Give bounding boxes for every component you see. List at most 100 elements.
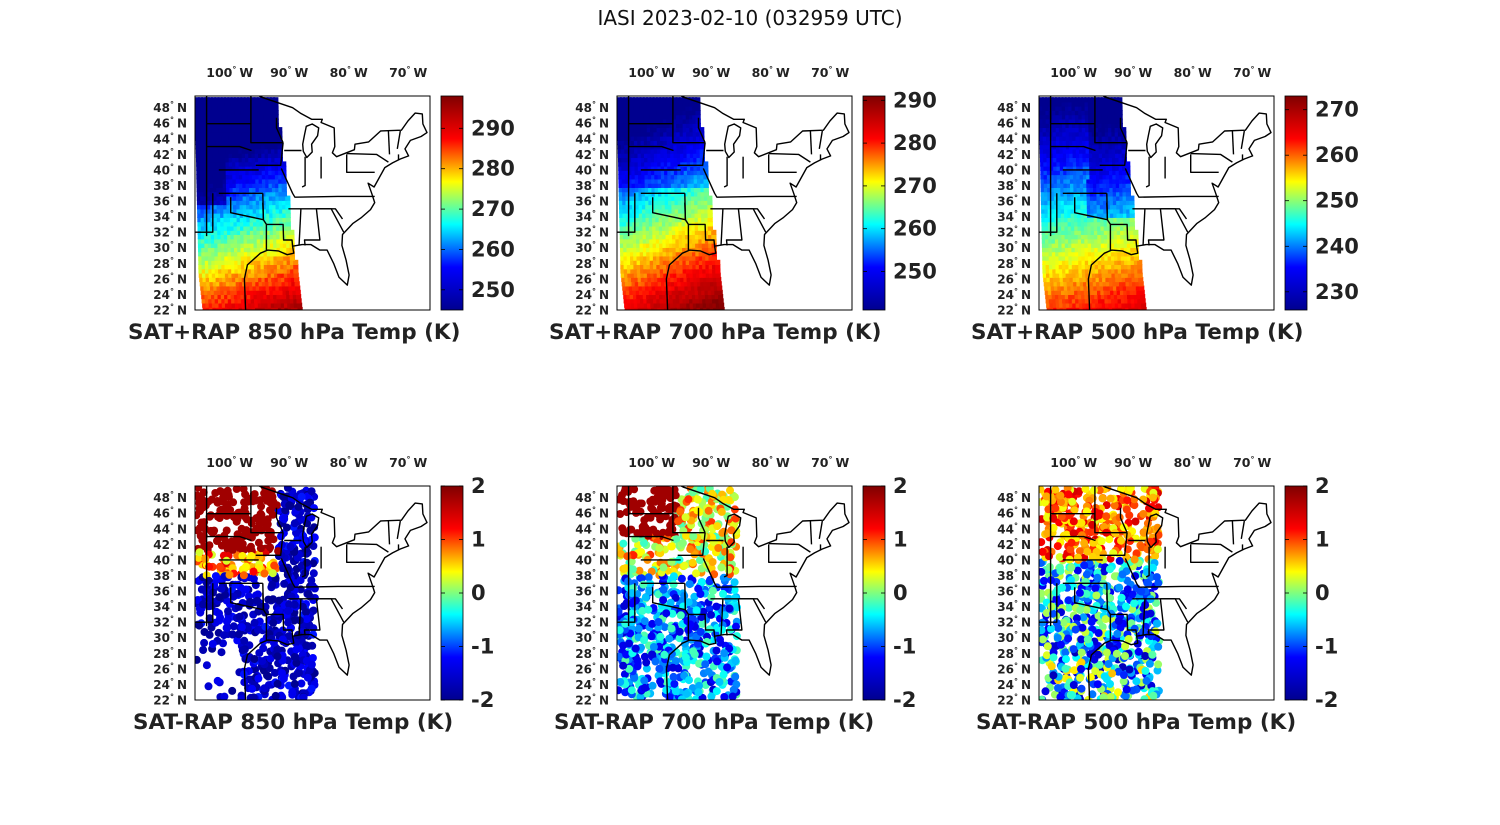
data-cell <box>225 165 231 171</box>
data-cell <box>1137 302 1143 308</box>
data-cell <box>649 247 655 253</box>
data-cell <box>255 204 262 210</box>
data-cell <box>214 118 220 124</box>
data-cell <box>1104 101 1110 107</box>
data-cell <box>1107 118 1113 124</box>
data-cell <box>1055 251 1061 257</box>
data-cell <box>648 204 654 210</box>
data-cell <box>1058 101 1064 107</box>
data-cell <box>643 272 649 278</box>
data-cell <box>689 127 695 133</box>
data-cell <box>1063 178 1069 184</box>
data-cell <box>672 234 678 240</box>
data-cell <box>204 242 210 248</box>
data-cell <box>201 114 207 120</box>
data-cell <box>640 152 646 158</box>
data-cell <box>270 127 276 133</box>
data-cell <box>1047 285 1053 291</box>
data-cell <box>640 157 647 163</box>
data-cell <box>1060 204 1066 210</box>
data-cell <box>1052 140 1058 146</box>
data-cell <box>1049 161 1056 167</box>
data-cell <box>1048 255 1054 261</box>
data-cell <box>1121 127 1127 133</box>
data-cell <box>211 247 217 253</box>
data-cell <box>1050 165 1056 171</box>
data-cell <box>232 182 238 188</box>
data-cell <box>623 268 629 274</box>
data-cell <box>227 264 233 270</box>
data-cell <box>620 135 626 141</box>
data-cell <box>1089 152 1095 158</box>
data-cell <box>1081 255 1087 261</box>
data-cell <box>1104 131 1110 137</box>
data-cell <box>1106 217 1112 223</box>
data-cell <box>1102 281 1108 287</box>
data-cell <box>227 105 233 111</box>
data-cell <box>260 268 266 274</box>
data-cell <box>277 276 283 283</box>
data-cell <box>1068 264 1074 270</box>
data-cell <box>256 97 262 103</box>
data-cell <box>677 182 683 188</box>
data-cell <box>1075 264 1081 270</box>
data-cell <box>707 204 713 210</box>
data-cell <box>672 238 678 244</box>
data-cell <box>219 178 225 184</box>
data-cell <box>649 251 655 257</box>
data-point <box>199 646 208 654</box>
data-cell <box>1107 294 1113 300</box>
data-cell <box>258 174 264 180</box>
data-cell <box>684 311 689 316</box>
data-cell <box>260 298 266 304</box>
data-cell <box>217 234 223 240</box>
data-cell <box>1052 298 1058 304</box>
data-cell <box>626 234 632 240</box>
data-cell <box>1044 204 1050 210</box>
data-cell <box>218 152 224 158</box>
data-cell <box>233 294 240 300</box>
data-cell <box>1093 289 1099 295</box>
data-cell <box>1088 144 1094 150</box>
data-cell <box>234 268 240 274</box>
data-cell <box>204 114 210 120</box>
data-cell <box>1057 229 1064 235</box>
data-cell <box>1078 259 1084 265</box>
data-cell <box>270 105 276 111</box>
data-cell <box>220 234 226 240</box>
data-cell <box>622 217 628 223</box>
data-cell <box>1115 281 1121 287</box>
data-cell <box>239 281 245 287</box>
data-cell <box>690 187 696 193</box>
data-cell <box>1072 306 1078 310</box>
data-cell <box>708 264 714 270</box>
panel-label: SAT+RAP 850 hPa Temp (K) <box>128 320 461 345</box>
data-cell <box>622 204 628 210</box>
data-cell <box>236 217 242 223</box>
data-cell <box>1117 105 1123 111</box>
data-cell <box>678 97 684 103</box>
data-cell <box>1122 191 1128 197</box>
data-cell <box>247 114 253 120</box>
data-cell <box>636 251 642 257</box>
data-cell <box>195 101 200 107</box>
data-cell <box>1141 302 1147 308</box>
data-cell <box>261 174 267 180</box>
data-cell <box>1081 264 1087 270</box>
data-cell <box>263 229 269 235</box>
data-cell <box>643 255 649 261</box>
data-cell <box>254 144 260 150</box>
data-cell <box>218 298 224 304</box>
data-cell <box>1060 199 1066 206</box>
colorbar <box>440 95 464 311</box>
data-cell <box>635 212 641 218</box>
data-cell <box>659 118 665 124</box>
data-cell <box>266 289 272 295</box>
data-cell <box>618 161 624 167</box>
data-cell <box>201 298 207 304</box>
data-cell <box>263 97 269 103</box>
data-cell <box>696 144 702 150</box>
data-cell <box>282 212 288 218</box>
data-cell <box>1119 199 1125 206</box>
data-cell <box>1108 272 1114 278</box>
